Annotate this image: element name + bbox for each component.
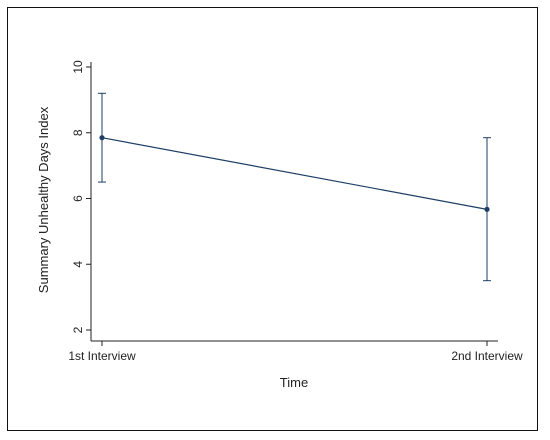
- data-point: [99, 135, 105, 141]
- y-axis-title: Summary Unhealthy Days Index: [36, 106, 51, 293]
- chart-frame: [7, 7, 538, 431]
- y-tick-label: 2: [71, 326, 85, 333]
- y-tick-label: 10: [71, 60, 85, 74]
- y-tick-label: 6: [71, 195, 85, 202]
- y-tick-label: 8: [71, 129, 85, 136]
- y-tick-label: 4: [71, 261, 85, 268]
- data-marks: [98, 92, 491, 282]
- x-axis-title: Time: [280, 375, 308, 390]
- y-axis: 2 4 6 8 10: [71, 60, 92, 341]
- x-tick-label: 2nd Interview: [451, 349, 523, 363]
- series-line: [101, 137, 488, 210]
- data-point: [484, 206, 490, 212]
- x-tick-label: 1st Interview: [68, 349, 136, 363]
- x-axis: 1st Interview 2nd Interview: [68, 340, 523, 363]
